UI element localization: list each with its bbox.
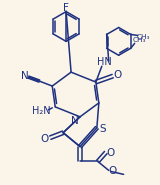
Text: O: O <box>109 166 117 176</box>
Text: H₂N: H₂N <box>32 106 51 116</box>
Text: N: N <box>71 116 79 126</box>
Text: CH₃: CH₃ <box>133 37 146 43</box>
Text: O: O <box>40 134 48 144</box>
Text: N: N <box>21 71 28 81</box>
Text: O: O <box>114 70 122 80</box>
Text: O: O <box>107 148 115 158</box>
Text: F: F <box>63 3 69 13</box>
Text: HN: HN <box>97 57 112 67</box>
Text: S: S <box>100 124 106 134</box>
Text: CH₃: CH₃ <box>137 34 150 40</box>
